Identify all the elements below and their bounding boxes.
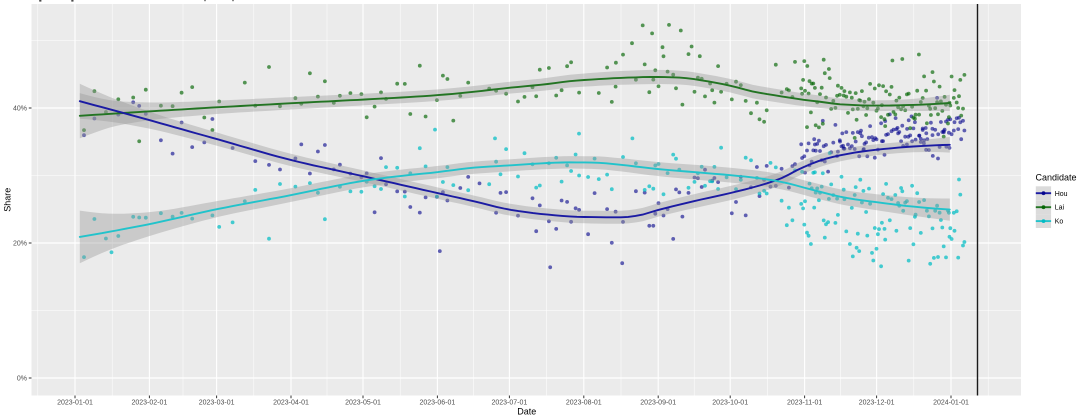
svg-text:2023-08-01: 2023-08-01: [566, 400, 602, 407]
svg-text:2023-10-01: 2023-10-01: [712, 400, 748, 407]
svg-text:2023-06-01: 2023-06-01: [419, 400, 455, 407]
svg-text:Date: Date: [517, 407, 536, 417]
svg-text:Candidate: Candidate: [1036, 173, 1077, 183]
svg-text:Lai: Lai: [1055, 205, 1065, 212]
svg-text:Ko: Ko: [1055, 219, 1064, 226]
svg-text:Share: Share: [2, 188, 12, 212]
svg-text:2024-01-01: 2024-01-01: [933, 400, 969, 407]
svg-text:2023-07-01: 2023-07-01: [491, 400, 527, 407]
svg-text:0%: 0%: [17, 375, 27, 382]
svg-text:Hou: Hou: [1055, 191, 1068, 198]
svg-text:2023-12-01: 2023-12-01: [859, 400, 895, 407]
svg-text:40%: 40%: [13, 105, 27, 112]
svg-text:2023-04-01: 2023-04-01: [273, 400, 309, 407]
svg-text:2023-05-01: 2023-05-01: [345, 400, 381, 407]
svg-text:2023-03-01: 2023-03-01: [199, 400, 235, 407]
svg-text:2023-02-01: 2023-02-01: [131, 400, 167, 407]
svg-text:20%: 20%: [13, 240, 27, 247]
svg-text:2023-01-01: 2023-01-01: [57, 400, 93, 407]
svg-text:2023-09-01: 2023-09-01: [640, 400, 676, 407]
svg-text:2023-11-01: 2023-11-01: [787, 400, 822, 407]
